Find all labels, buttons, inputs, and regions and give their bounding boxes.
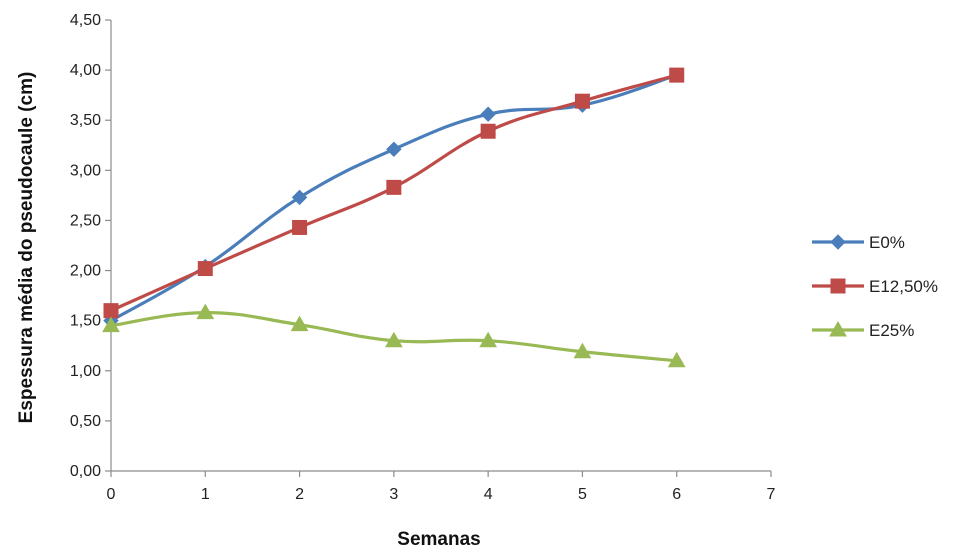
legend-marker — [830, 234, 846, 250]
data-point — [290, 315, 309, 332]
legend-label: E12,50% — [869, 277, 938, 296]
y-tick-label: 4,00 — [70, 62, 101, 79]
data-point — [480, 106, 496, 122]
x-tick-label: 0 — [107, 486, 116, 503]
data-point — [196, 303, 215, 320]
data-point — [291, 189, 308, 206]
legend-label: E25% — [869, 321, 914, 340]
legend: E0% E12,50% E25% — [812, 233, 938, 340]
y-tick-label: 0,00 — [70, 463, 101, 480]
legend-item: E25% — [812, 320, 914, 340]
legend-label: E0% — [869, 233, 905, 252]
data-point — [103, 303, 119, 319]
y-tick-label: 4,50 — [70, 12, 101, 29]
legend-marker — [830, 278, 846, 294]
data-point — [102, 316, 120, 333]
x-tick-label: 7 — [767, 486, 776, 503]
axes: 0,00 0,50 1,00 1,50 2,00 2,50 3,00 3,50 4,00 4,50… — [70, 12, 776, 503]
x-axis-title: Semanas — [397, 529, 480, 550]
data-point — [574, 93, 590, 109]
x-tick-label: 6 — [672, 486, 681, 503]
x-tick-label: 4 — [484, 486, 493, 503]
legend-marker — [829, 320, 847, 337]
y-tick-label: 0,50 — [70, 413, 101, 430]
data-point — [386, 141, 402, 157]
y-tick-label: 3,50 — [70, 112, 101, 129]
y-tick-label: 3,00 — [70, 162, 101, 179]
data-point — [480, 123, 496, 139]
legend-item: E12,50% — [812, 277, 938, 296]
y-axis-title: Espessura média do pseudocaule (cm) — [16, 72, 37, 424]
data-point — [292, 219, 308, 235]
y-tick-label: 1,00 — [70, 363, 101, 380]
x-tick-label: 3 — [389, 486, 398, 503]
series-3 — [102, 303, 686, 368]
data-point — [384, 331, 403, 348]
data-point — [386, 179, 402, 195]
x-tick-label: 1 — [201, 486, 210, 503]
data-point — [667, 351, 686, 368]
y-tick-label: 2,50 — [70, 212, 101, 229]
series-line — [109, 73, 679, 323]
series-1 — [103, 67, 685, 329]
x-tick-label: 2 — [295, 486, 304, 503]
y-tick-label: 2,00 — [70, 263, 101, 280]
series-layer — [102, 67, 686, 368]
series-2 — [103, 67, 685, 319]
data-point — [669, 67, 685, 83]
data-point — [197, 261, 213, 277]
data-point — [479, 331, 498, 348]
x-tick-label: 5 — [578, 486, 587, 503]
data-point — [573, 342, 592, 359]
y-tick-label: 1,50 — [70, 313, 101, 330]
legend-item: E0% — [812, 233, 905, 252]
